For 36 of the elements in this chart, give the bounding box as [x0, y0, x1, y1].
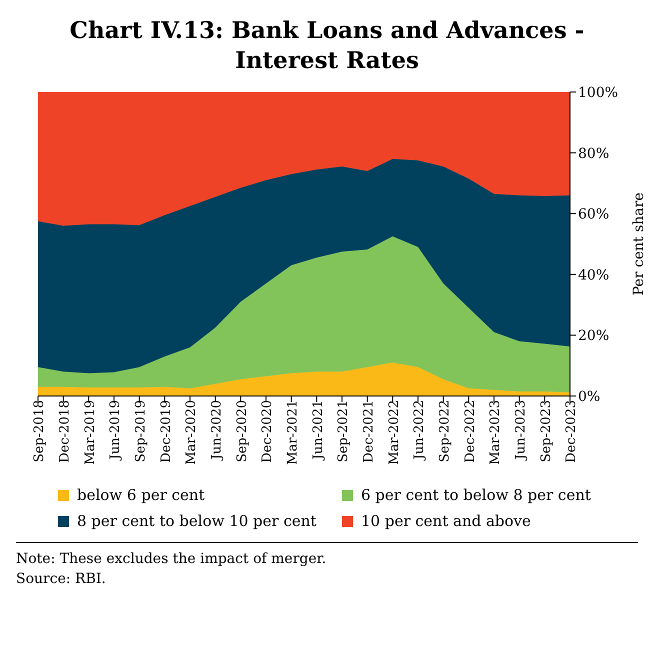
- x-tick-label: Dec-2020: [260, 400, 276, 463]
- legend-label: 10 per cent and above: [361, 512, 531, 530]
- x-tick-label: Sep-2022: [438, 400, 453, 462]
- x-tick-label: Jun-2021: [310, 400, 326, 462]
- y-tick-label: 40%: [578, 267, 610, 284]
- x-tick-label: Dec-2022: [462, 400, 478, 463]
- x-tick-label: Mar-2021: [286, 400, 301, 465]
- x-tick-label: Jun-2019: [108, 400, 124, 462]
- x-tick-label: Mar-2020: [184, 400, 200, 465]
- x-tick-label: Dec-2023: [564, 400, 580, 463]
- legend-label: below 6 per cent: [77, 486, 205, 504]
- x-tick-label: Mar-2022: [386, 400, 402, 465]
- y-axis-title: Per cent share: [630, 192, 647, 296]
- chart-title: Chart IV.13: Bank Loans and Advances - Interest Rates: [68, 16, 586, 76]
- x-tick-label: Dec-2018: [58, 400, 73, 463]
- y-tick-label: 100%: [578, 84, 618, 101]
- y-tick-label: 20%: [578, 328, 610, 344]
- y-tick-label: 0%: [578, 388, 600, 405]
- x-tick-label: Dec-2019: [158, 400, 174, 463]
- y-tick-label: 80%: [578, 146, 610, 162]
- x-tick-label: Mar-2023: [488, 400, 504, 465]
- x-tick-label: Sep-2021: [336, 400, 352, 462]
- x-tick-label: Sep-2020: [234, 400, 250, 462]
- x-tick-label: Jun-2023: [514, 400, 529, 462]
- y-tick-label: 60%: [578, 206, 610, 223]
- x-tick-label: Sep-2018: [32, 400, 48, 462]
- source-note: Source: RBI.: [16, 570, 107, 589]
- x-tick-label: Dec-2021: [362, 400, 377, 463]
- x-tick-label: Mar-2019: [82, 400, 98, 465]
- text: Note: These excludes the impact of merger.: [16, 550, 328, 569]
- x-tick-label: Sep-2023: [538, 400, 554, 462]
- x-tick-label: Jun-2022: [412, 400, 428, 462]
- x-tick-label: Sep-2019: [134, 400, 149, 462]
- legend-label: 6 per cent to below 8 per cent: [361, 486, 591, 504]
- x-tick-label: Jun-2020: [210, 400, 225, 462]
- legend-label: 8 per cent to below 10 per cent: [77, 512, 316, 530]
